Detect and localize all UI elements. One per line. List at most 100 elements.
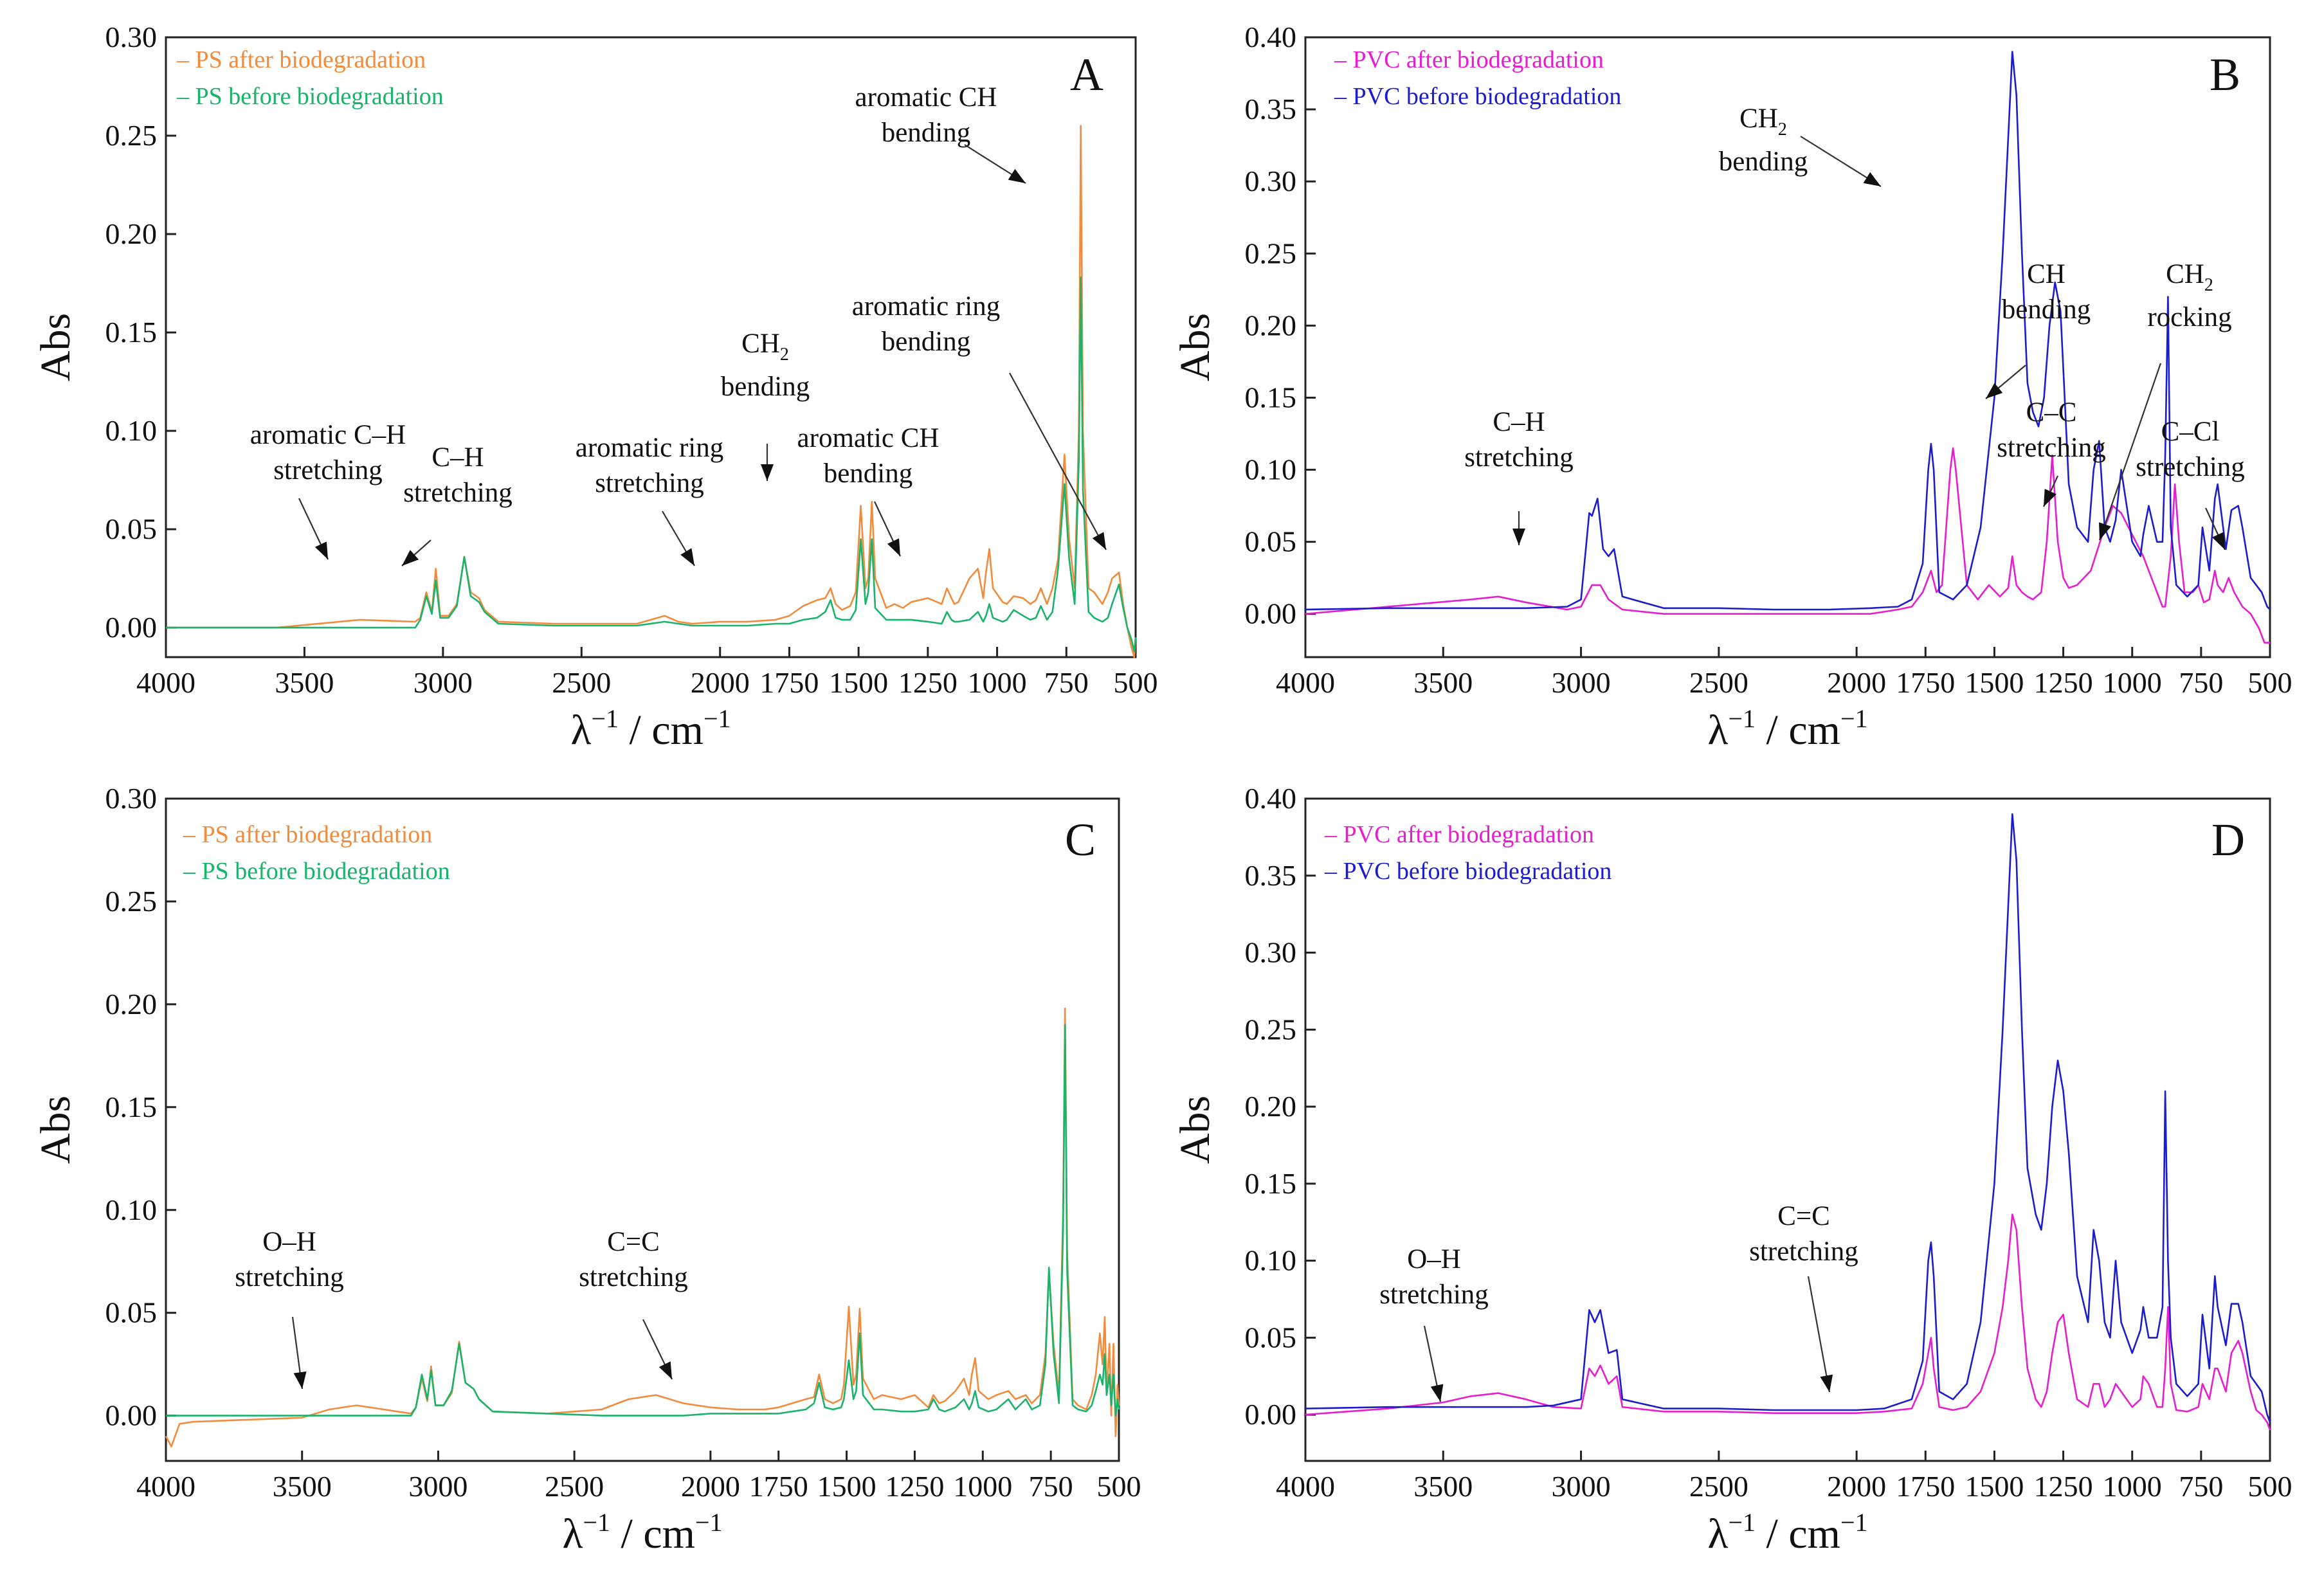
peak-annotation: C=C stretching bbox=[579, 1227, 688, 1292]
x-tick-label: 2000 bbox=[691, 666, 750, 699]
legend-entry: – PVC before biodegradation bbox=[1324, 858, 1611, 885]
x-tick-label: 3000 bbox=[408, 1470, 468, 1503]
x-tick-label: 1750 bbox=[749, 1470, 808, 1503]
y-axis-label: Abs bbox=[32, 1096, 79, 1164]
x-tick-label: 1500 bbox=[829, 666, 888, 699]
x-tick-label: 2000 bbox=[1827, 666, 1886, 699]
y-tick-label: 0.30 bbox=[105, 21, 158, 53]
plot-frame bbox=[165, 797, 1120, 1462]
series-line bbox=[166, 276, 1137, 653]
x-tick-label: 1500 bbox=[1965, 666, 2024, 699]
y-tick-label: 0.20 bbox=[105, 988, 158, 1020]
x-tick-label: 3500 bbox=[275, 666, 334, 699]
y-tick-label: 0.25 bbox=[105, 119, 158, 152]
legend-entry: – PS before biodegradation bbox=[183, 858, 450, 885]
x-tick-label: 4000 bbox=[136, 666, 195, 699]
x-tick-label: 500 bbox=[2248, 1470, 2292, 1503]
y-tick-label: 0.20 bbox=[1245, 1090, 1297, 1123]
y-tick-label: 0.20 bbox=[1245, 309, 1297, 341]
plot-frame bbox=[1304, 797, 2271, 1462]
annotation-arrowhead bbox=[680, 548, 694, 566]
panel-letter: C bbox=[1065, 814, 1096, 865]
annotation-arrowhead bbox=[2099, 522, 2111, 540]
x-tick-label: 1750 bbox=[1896, 1470, 1955, 1503]
y-axis-label: Abs bbox=[1172, 1096, 1219, 1164]
legend-entry: – PVC after biodegradation bbox=[1334, 46, 1604, 73]
annotation-arrow bbox=[1807, 1276, 1831, 1393]
y-tick-label: 0.15 bbox=[1245, 1167, 1297, 1200]
y-tick-label: 0.30 bbox=[1245, 936, 1297, 969]
chart-panel-A: 4000 3500 3000 2500 2000 1750 1500 1250 1000 750 5… bbox=[32, 21, 1158, 754]
x-tick-label: 4000 bbox=[1276, 1470, 1335, 1503]
x-tick-label: 3000 bbox=[413, 666, 473, 699]
x-tick-label: 500 bbox=[1114, 666, 1158, 699]
annotation-arrowhead bbox=[2212, 532, 2225, 550]
x-tick-label: 2500 bbox=[552, 666, 611, 699]
series-line bbox=[166, 1024, 1120, 1417]
annotation-arrowhead bbox=[658, 1361, 672, 1379]
y-tick-label: 0.15 bbox=[105, 316, 158, 349]
y-tick-label: 0.10 bbox=[105, 414, 158, 447]
annotation-arrowhead bbox=[1512, 529, 1525, 545]
peak-annotation: CH2 bending bbox=[1719, 104, 1808, 177]
x-tick-label: 4000 bbox=[136, 1470, 195, 1503]
peak-annotation: O–H stretching bbox=[1379, 1244, 1489, 1310]
x-tick-label: 1500 bbox=[817, 1470, 876, 1503]
x-tick-label: 750 bbox=[2179, 666, 2223, 699]
annotation-arrowhead bbox=[761, 464, 774, 481]
legend-entry: – PS after biodegradation bbox=[183, 821, 432, 848]
peak-annotation: aromatic C–H stretching bbox=[250, 420, 406, 485]
legend-entry: – PVC after biodegradation bbox=[1324, 821, 1594, 848]
y-tick-label: 0.10 bbox=[1245, 453, 1297, 486]
y-tick-label: 0.35 bbox=[1245, 93, 1297, 125]
y-tick-label: 0.25 bbox=[1245, 237, 1297, 269]
plot-frame bbox=[1304, 36, 2271, 658]
panel-letter: A bbox=[1070, 49, 1103, 100]
x-tick-label: 2500 bbox=[1689, 666, 1748, 699]
x-tick-label: 4000 bbox=[1276, 666, 1335, 699]
peak-annotation: aromatic CH bending bbox=[797, 423, 940, 489]
x-tick-label: 2500 bbox=[1689, 1470, 1748, 1503]
y-tick-label: 0.20 bbox=[105, 217, 158, 250]
peak-annotation: aromatic CH bending bbox=[855, 82, 997, 148]
peak-annotation: CH bending bbox=[2002, 259, 2091, 325]
series-line bbox=[1305, 1213, 2271, 1431]
y-tick-label: 0.00 bbox=[105, 1399, 158, 1432]
annotation-arrowhead bbox=[1008, 168, 1026, 183]
y-tick-label: 0.25 bbox=[1245, 1013, 1297, 1046]
x-tick-label: 1250 bbox=[898, 666, 958, 699]
peak-annotation: aromatic ring bending bbox=[852, 291, 1000, 357]
x-tick-label: 1500 bbox=[1965, 1470, 2024, 1503]
y-tick-label: 0.05 bbox=[105, 512, 158, 545]
panel-letter: D bbox=[2211, 814, 2245, 865]
x-tick-label: 3500 bbox=[273, 1470, 332, 1503]
x-tick-label: 1000 bbox=[2103, 1470, 2162, 1503]
peak-annotation: aromatic ring stretching bbox=[576, 433, 723, 498]
series-line bbox=[1305, 813, 2271, 1423]
y-axis-label: Abs bbox=[1172, 313, 1219, 381]
peak-annotation: C–H stretching bbox=[403, 442, 513, 508]
series-line bbox=[1305, 51, 2271, 611]
y-tick-label: 0.40 bbox=[1245, 782, 1297, 815]
panel-letter: B bbox=[2210, 49, 2240, 100]
x-tick-label: 3000 bbox=[1552, 666, 1611, 699]
legend-entry: – PVC before biodegradation bbox=[1334, 83, 1621, 110]
annotation-arrowhead bbox=[402, 550, 419, 566]
x-tick-label: 2000 bbox=[681, 1470, 740, 1503]
y-tick-label: 0.40 bbox=[1245, 21, 1297, 53]
y-tick-label: 0.05 bbox=[105, 1296, 158, 1329]
y-tick-label: 0.15 bbox=[1245, 381, 1297, 413]
x-tick-label: 500 bbox=[2248, 666, 2292, 699]
x-tick-label: 750 bbox=[2179, 1470, 2223, 1503]
x-tick-label: 1750 bbox=[759, 666, 819, 699]
annotation-arrowhead bbox=[2044, 489, 2056, 507]
series-line bbox=[166, 125, 1137, 658]
chart-panel-D: 4000 3500 3000 2500 2000 1750 1500 1250 1000 750 5… bbox=[1172, 782, 2292, 1557]
y-tick-label: 0.30 bbox=[1245, 165, 1297, 197]
legend-entry: – PS after biodegradation bbox=[176, 46, 426, 73]
y-tick-label: 0.10 bbox=[1245, 1244, 1297, 1277]
legend-entry: – PS before biodegradation bbox=[176, 83, 444, 110]
y-tick-label: 0.05 bbox=[1245, 1321, 1297, 1354]
annotation-arrowhead bbox=[887, 538, 900, 556]
x-tick-label: 1250 bbox=[2034, 1470, 2093, 1503]
